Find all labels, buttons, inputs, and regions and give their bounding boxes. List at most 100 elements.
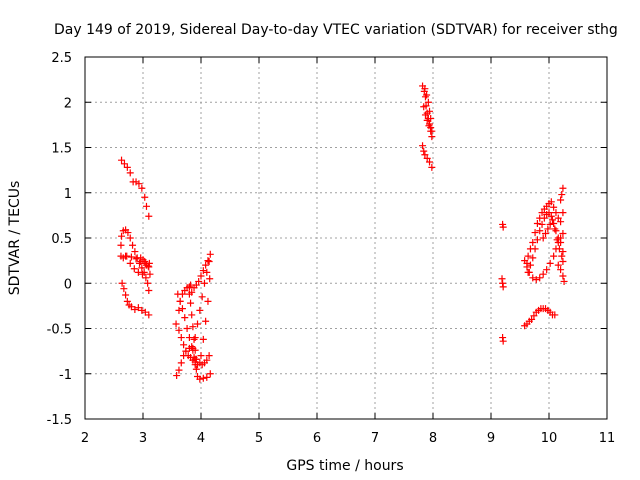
data-point <box>560 277 568 285</box>
data-point <box>545 209 553 217</box>
data-point <box>178 305 186 313</box>
data-point <box>175 366 183 374</box>
data-point <box>187 299 195 307</box>
data-point <box>557 218 565 226</box>
data-point <box>547 198 555 206</box>
data-point <box>176 297 184 305</box>
axis-ticks <box>84 56 608 420</box>
data-point <box>117 241 125 249</box>
x-tick-label: 8 <box>429 431 437 446</box>
data-point <box>194 320 202 328</box>
data-point <box>135 180 143 188</box>
data-point <box>173 372 181 380</box>
data-point <box>198 293 206 301</box>
data-point <box>199 374 207 382</box>
data-point <box>546 220 554 228</box>
data-point <box>199 335 207 343</box>
y-tick-label: 2.5 <box>51 51 72 66</box>
data-point <box>142 202 150 210</box>
data-point <box>427 127 435 135</box>
data-point <box>130 265 138 273</box>
data-point <box>499 337 507 345</box>
data-point <box>204 297 212 305</box>
data-point <box>542 229 550 237</box>
data-point <box>538 220 546 228</box>
data-point <box>559 272 567 280</box>
data-point <box>192 355 200 363</box>
data-point <box>123 163 131 171</box>
data-point <box>550 203 558 211</box>
data-point <box>559 258 567 266</box>
data-point <box>424 98 432 106</box>
data-point <box>206 370 214 378</box>
data-point <box>419 142 427 150</box>
y-tick-label: 0 <box>64 277 72 292</box>
data-point <box>188 288 196 296</box>
data-point <box>555 245 563 253</box>
data-point <box>177 359 185 367</box>
data-point <box>202 261 210 269</box>
data-point <box>174 290 182 298</box>
data-point <box>425 122 433 130</box>
data-point <box>126 234 134 242</box>
data-point <box>526 261 534 269</box>
data-point <box>127 253 135 261</box>
data-point <box>205 258 213 266</box>
data-point <box>197 352 205 360</box>
y-tick-label: 0.5 <box>51 232 72 247</box>
x-tick-label: 6 <box>313 431 321 446</box>
data-point <box>559 184 567 192</box>
data-point <box>532 276 540 284</box>
data-point <box>138 270 146 278</box>
data-point <box>141 193 149 201</box>
data-point <box>205 352 213 360</box>
data-point <box>199 267 207 275</box>
data-point <box>188 311 196 319</box>
data-point <box>551 225 559 233</box>
data-point <box>203 373 211 381</box>
x-tick-label: 9 <box>487 431 495 446</box>
data-point <box>126 259 134 267</box>
x-tick-label: 7 <box>371 431 379 446</box>
y-tick-labels: -1.5 -1 -0.5 0 0.5 1 1.5 2 2.5 <box>47 51 72 428</box>
y-axis-label: SDTVAR / TECUs <box>7 181 23 296</box>
grid <box>85 57 607 419</box>
x-tick-label: 3 <box>139 431 147 446</box>
y-tick-label: -1.5 <box>47 413 72 428</box>
data-point <box>206 275 214 283</box>
data-point <box>428 133 436 141</box>
data-point <box>122 291 130 299</box>
data-point <box>192 281 200 289</box>
data-point <box>539 234 547 242</box>
data-point <box>544 225 552 233</box>
data-point <box>536 274 544 282</box>
data-point <box>553 236 561 244</box>
data-point <box>543 266 551 274</box>
data-point <box>180 352 188 360</box>
data-point <box>131 248 139 256</box>
data-point <box>529 239 537 247</box>
data-point <box>197 272 205 280</box>
data-point <box>551 311 559 319</box>
data-point <box>533 220 541 228</box>
data-point <box>423 91 431 99</box>
data-point <box>138 184 146 192</box>
x-tick-label: 4 <box>197 431 205 446</box>
data-point <box>524 252 532 260</box>
data-point <box>421 85 429 93</box>
data-point <box>202 317 210 325</box>
data-point <box>426 158 434 166</box>
data-point <box>421 151 429 159</box>
data-point <box>145 286 153 294</box>
data-point <box>559 209 567 217</box>
data-point <box>141 258 149 266</box>
data-point <box>557 196 565 204</box>
data-point <box>145 311 153 319</box>
data-point <box>421 111 429 119</box>
data-point <box>196 306 204 314</box>
data-point <box>138 264 146 272</box>
data-point <box>122 252 130 260</box>
y-tick-label: 2 <box>64 96 72 111</box>
data-point <box>548 216 556 224</box>
data-point <box>530 312 538 320</box>
